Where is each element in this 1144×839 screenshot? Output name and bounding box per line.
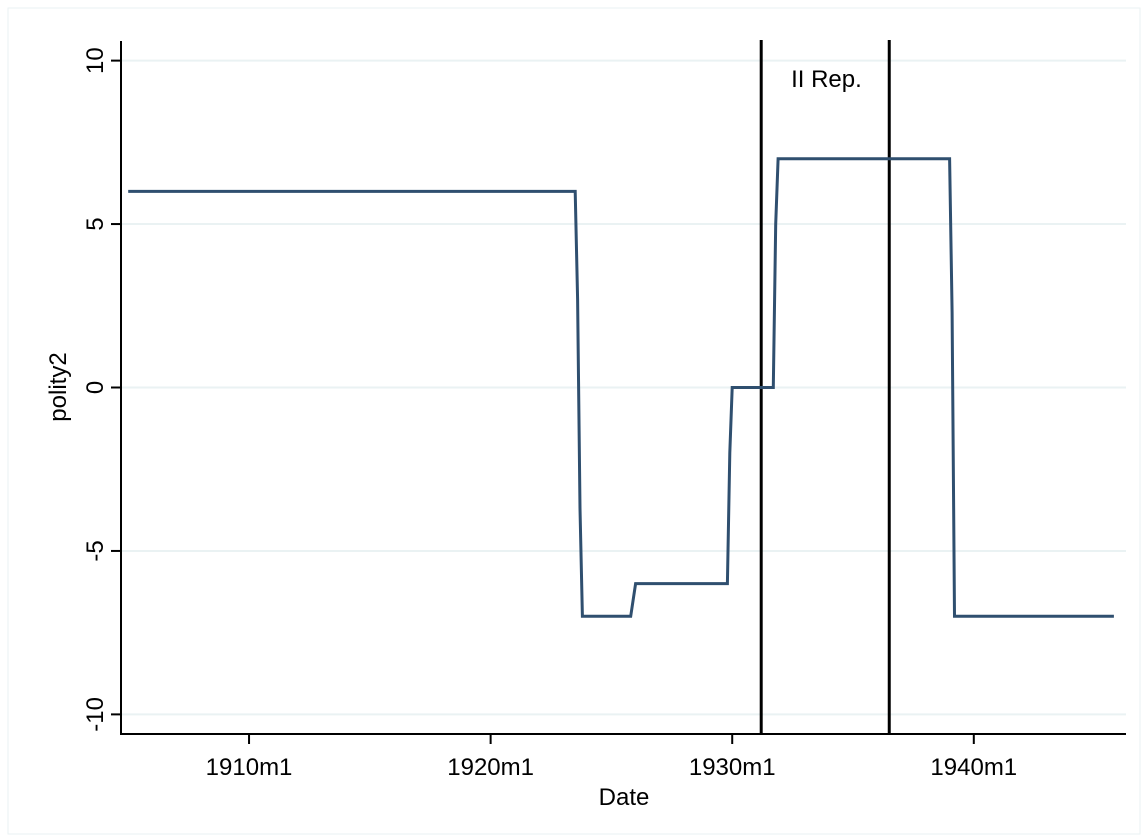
x-tick-label: 1940m1	[930, 754, 1017, 781]
graph-region-border	[7, 7, 1141, 835]
y-tick-label: 0	[82, 381, 109, 394]
annotation-label: II Rep.	[791, 66, 862, 93]
polity2-series-line	[128, 157, 1114, 618]
x-tick-label: 1930m1	[689, 754, 776, 781]
annotations: II Rep.	[791, 66, 862, 93]
y-axis-title: polity2	[45, 352, 72, 421]
y-tick-label: -5	[82, 540, 109, 561]
gridlines	[121, 59, 1126, 716]
x-axis-title: Date	[599, 784, 650, 811]
y-tick-label: -10	[82, 697, 109, 732]
series-lines	[128, 157, 1114, 618]
y-tick-label: 10	[82, 47, 109, 74]
x-tick-label: 1910m1	[206, 754, 293, 781]
axes	[111, 41, 1126, 744]
y-tick-label: 5	[82, 217, 109, 230]
tick-labels: 10 5 0 -5 -10 1910m1 1920m1 1930m1 1940m1	[82, 47, 1017, 781]
x-tick-label: 1920m1	[447, 754, 534, 781]
